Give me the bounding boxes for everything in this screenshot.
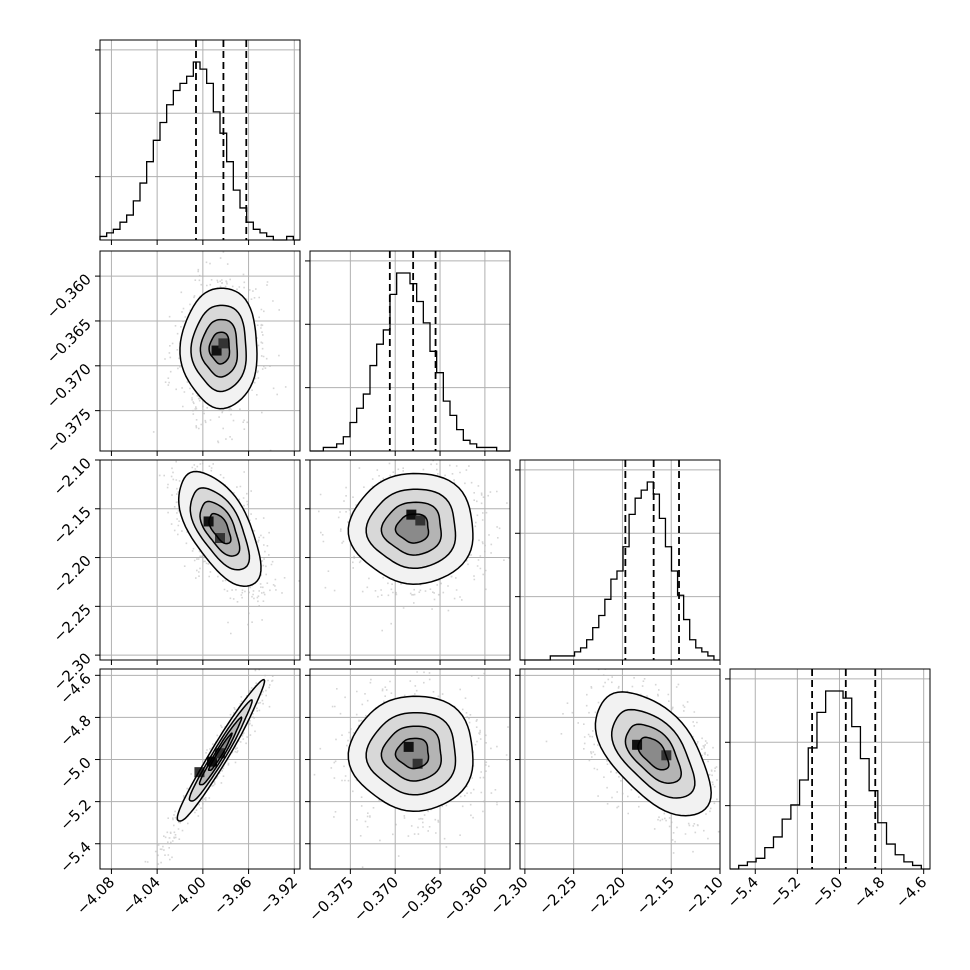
density-peak-1 xyxy=(218,338,229,349)
x-tick-label: −0.360 xyxy=(440,873,492,925)
contour-0 xyxy=(179,287,258,410)
density-peak-1 xyxy=(412,758,423,769)
x-tick-label: −4.00 xyxy=(164,873,209,918)
density-fill-3 xyxy=(208,513,231,544)
panel-content xyxy=(310,669,510,869)
panel-frame xyxy=(309,668,511,870)
contour-3 xyxy=(208,512,232,545)
y-tick-label: −0.375 xyxy=(43,405,95,457)
scatter-panel-0-2 xyxy=(95,459,301,665)
x-tick-label: −5.4 xyxy=(724,873,762,911)
contour-1 xyxy=(190,304,247,393)
panel-frame xyxy=(309,250,511,452)
x-tick-label: −0.365 xyxy=(395,873,447,925)
contour-1 xyxy=(189,487,251,571)
panel-frame xyxy=(99,668,301,870)
axis-ticks xyxy=(110,240,295,245)
panel-content xyxy=(100,669,300,869)
contour-0 xyxy=(177,470,262,587)
panel-content xyxy=(100,251,300,451)
contour-3 xyxy=(394,737,430,770)
density-peak-0 xyxy=(403,741,414,752)
histogram-step-0 xyxy=(99,61,300,241)
y-tick-label: −2.15 xyxy=(50,503,95,548)
y-tick-label: −5.2 xyxy=(56,796,94,834)
x-tick-label: −2.25 xyxy=(535,873,580,918)
scatter-panel-1-3 xyxy=(305,668,511,874)
x-tick-label: −4.04 xyxy=(119,873,164,918)
hist-panel-1 xyxy=(305,250,511,452)
panel-frame xyxy=(99,39,301,241)
scatter-panel-2-3 xyxy=(515,668,721,874)
x-tick-label: −5.2 xyxy=(766,873,804,911)
x-tick-label: −2.15 xyxy=(633,873,678,918)
contour-2 xyxy=(199,318,239,378)
histogram-step-2 xyxy=(520,481,720,661)
x-tick-label: −3.92 xyxy=(256,873,301,918)
panel-frame xyxy=(729,668,931,870)
x-tick-label: −0.375 xyxy=(305,873,357,925)
x-tick-label: −3.96 xyxy=(210,873,255,918)
y-tick-label: −4.8 xyxy=(56,712,94,750)
contour-2 xyxy=(199,500,241,557)
scatter-panel-1-2 xyxy=(305,459,511,665)
x-tick-label: −4.6 xyxy=(892,873,930,911)
hist-panel-2 xyxy=(515,459,721,661)
histogram-step-1 xyxy=(310,272,510,452)
contour-1 xyxy=(365,711,457,796)
x-tick-label: −5.0 xyxy=(808,873,846,911)
axis-ticks xyxy=(524,660,721,665)
hist-panel-3 xyxy=(725,668,931,870)
contour-2 xyxy=(624,723,682,784)
hist-panel-0 xyxy=(95,39,301,241)
contour-0 xyxy=(176,678,266,822)
density-peak-0 xyxy=(632,739,643,750)
density-peak-1 xyxy=(415,515,426,526)
y-tick-label: −5.4 xyxy=(56,838,94,876)
contour-2 xyxy=(198,716,243,786)
contour-3 xyxy=(208,331,231,365)
y-tick-label: −0.365 xyxy=(43,315,95,367)
contour-3 xyxy=(637,736,670,771)
x-tick-label: −4.08 xyxy=(73,873,118,918)
panel-frame xyxy=(99,250,301,452)
x-tick-label: −2.20 xyxy=(584,873,629,918)
y-tick-label: −0.370 xyxy=(43,360,95,412)
contour-1 xyxy=(365,488,457,570)
panel-frame xyxy=(309,459,511,661)
panel-content xyxy=(100,460,300,660)
histogram-step-3 xyxy=(730,690,930,870)
contour-3 xyxy=(394,513,430,544)
x-tick-label: −0.370 xyxy=(350,873,402,925)
x-tick-label: −2.30 xyxy=(486,873,531,918)
contour-0 xyxy=(594,691,712,817)
x-tick-label: −4.8 xyxy=(850,873,888,911)
panel-content xyxy=(310,460,510,660)
y-tick-label: −2.25 xyxy=(50,600,95,645)
x-tick-label: −2.10 xyxy=(682,873,727,918)
contour-2 xyxy=(380,725,442,782)
axis-ticks xyxy=(754,869,925,874)
contour-0 xyxy=(347,695,474,813)
contour-3 xyxy=(207,732,233,772)
y-tick-label: −2.20 xyxy=(50,552,95,597)
y-tick-label: −2.10 xyxy=(50,454,95,499)
contour-1 xyxy=(188,698,253,802)
y-tick-label: −5.0 xyxy=(56,754,94,792)
panel-frame xyxy=(519,668,721,870)
axis-ticks xyxy=(349,451,486,456)
scatter-panel-0-1 xyxy=(95,250,301,456)
contour-0 xyxy=(347,472,474,585)
panel-frame xyxy=(99,459,301,661)
density-peak-0 xyxy=(211,345,222,356)
density-peak-1 xyxy=(215,533,225,544)
y-tick-label: −0.360 xyxy=(43,270,95,322)
panel-content xyxy=(520,669,720,869)
scatter-panel-0-3 xyxy=(95,668,301,874)
panel-frame xyxy=(519,459,721,661)
contour-2 xyxy=(380,501,442,556)
contour-1 xyxy=(610,708,696,799)
density-peak-1 xyxy=(215,748,225,759)
